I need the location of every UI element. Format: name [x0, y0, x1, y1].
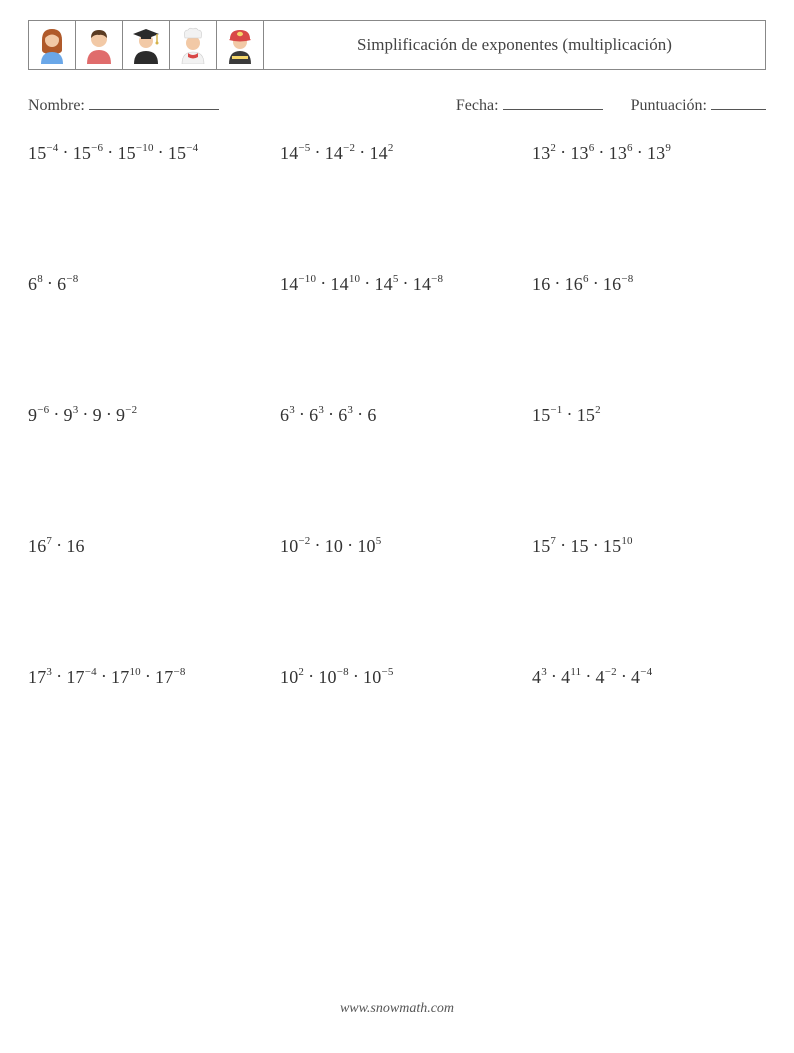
header-icon-cell [217, 21, 264, 69]
worksheet-title: Simplificación de exponentes (multiplica… [264, 21, 765, 69]
info-row: Nombre: Fecha: Puntuación: [28, 94, 766, 115]
problem: 14−5·14−2·142 [280, 143, 514, 164]
header-row: Simplificación de exponentes (multiplica… [28, 20, 766, 70]
problem: 68·6−8 [28, 274, 262, 295]
footer-text: www.snowmath.com [340, 1001, 454, 1016]
name-line[interactable] [89, 94, 219, 110]
problem: 15−1·152 [532, 405, 766, 426]
header-icon-cell [170, 21, 217, 69]
problem: 9−6·93·9·9−2 [28, 405, 262, 426]
name-label: Nombre: [28, 97, 85, 114]
man-icon [83, 26, 115, 64]
problem: 102·10−8·10−5 [280, 667, 514, 688]
chef-icon [177, 26, 209, 64]
problem: 15−4·15−6·15−10·15−4 [28, 143, 262, 164]
score-label: Puntuación: [631, 97, 707, 114]
problem: 132·136·136·139 [532, 143, 766, 164]
problem: 16·166·16−8 [532, 274, 766, 295]
problem: 43·411·4−2·4−4 [532, 667, 766, 688]
title-text: Simplificación de exponentes (multiplica… [357, 34, 672, 55]
problem: 63·63·63·6 [280, 405, 514, 426]
name-field: Nombre: [28, 94, 415, 115]
graduate-icon [130, 26, 162, 64]
header-icon-cell [76, 21, 123, 69]
problem: 10−2·10·105 [280, 536, 514, 557]
header-icon-cell [123, 21, 170, 69]
date-label: Fecha: [456, 97, 499, 114]
problem: 157·15·1510 [532, 536, 766, 557]
problem: 167·16 [28, 536, 262, 557]
woman-icon [36, 26, 68, 64]
header-icon-cell [29, 21, 76, 69]
score-line[interactable] [711, 94, 766, 110]
score-field: Puntuación: [631, 94, 766, 115]
worksheet-page: Simplificación de exponentes (multiplica… [0, 0, 794, 1053]
problem: 173·17−4·1710·17−8 [28, 667, 262, 688]
firefighter-icon [224, 26, 256, 64]
problem: 14−10·1410·145·14−8 [280, 274, 514, 295]
problems-grid: 15−4·15−6·15−10·15−4 14−5·14−2·142 132·136… [28, 143, 766, 688]
footer: www.snowmath.com [0, 1001, 794, 1017]
date-field: Fecha: [456, 94, 603, 115]
date-line[interactable] [503, 94, 603, 110]
